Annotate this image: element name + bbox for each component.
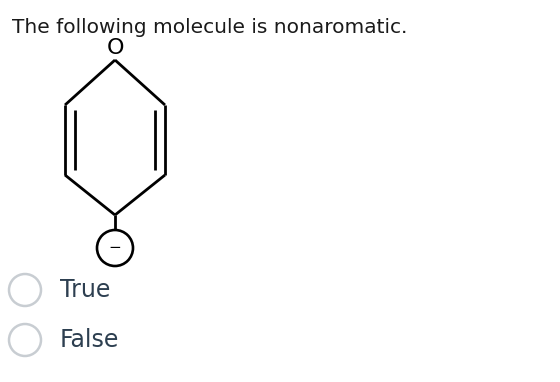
Text: −: − bbox=[109, 241, 122, 256]
Text: O: O bbox=[106, 38, 124, 58]
Text: True: True bbox=[60, 278, 110, 302]
Text: False: False bbox=[60, 328, 119, 352]
Text: The following molecule is nonaromatic.: The following molecule is nonaromatic. bbox=[12, 18, 407, 37]
